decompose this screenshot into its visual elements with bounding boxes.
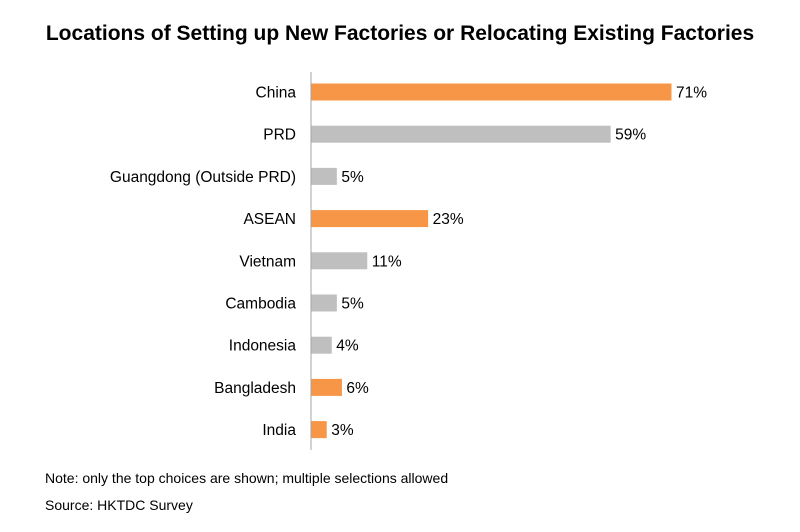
bar-cambodia	[311, 294, 337, 312]
value-label: 5%	[341, 296, 364, 313]
chart-source: Source: HKTDC Survey	[45, 497, 193, 513]
bar-vietnam	[311, 252, 368, 270]
chart-title: Locations of Setting up New Factories or…	[45, 22, 755, 45]
value-label: 5%	[341, 169, 364, 186]
value-label: 4%	[336, 338, 359, 355]
bar-indonesia	[311, 336, 332, 354]
category-label: China	[256, 85, 297, 102]
bar-chart: China 71% PRD 59% Guangdong (Outside PRD) 5% A…	[110, 72, 707, 450]
category-label: Indonesia	[229, 338, 297, 355]
category-label: Guangdong (Outside PRD)	[110, 169, 296, 186]
bar-bangladesh	[311, 378, 342, 396]
category-label: India	[262, 422, 296, 439]
bar-prd	[311, 125, 611, 143]
bar-china	[311, 83, 672, 101]
value-label: 3%	[331, 422, 354, 439]
bar-india	[311, 421, 327, 439]
bar-asean	[311, 210, 429, 228]
value-label: 59%	[615, 127, 646, 144]
value-label: 6%	[346, 380, 369, 397]
bar-guangdong-outside-prd	[311, 167, 337, 185]
category-label: PRD	[263, 127, 296, 144]
bars-group: China 71% PRD 59% Guangdong (Outside PRD) 5% A…	[110, 83, 707, 439]
category-label: ASEAN	[243, 211, 296, 228]
value-label: 23%	[433, 211, 464, 228]
category-label: Bangladesh	[214, 380, 296, 397]
category-label: Vietnam	[239, 253, 296, 270]
value-label: 71%	[676, 85, 707, 102]
chart-note: Note: only the top choices are shown; mu…	[45, 470, 449, 486]
category-label: Cambodia	[225, 296, 296, 313]
value-label: 11%	[372, 253, 402, 270]
